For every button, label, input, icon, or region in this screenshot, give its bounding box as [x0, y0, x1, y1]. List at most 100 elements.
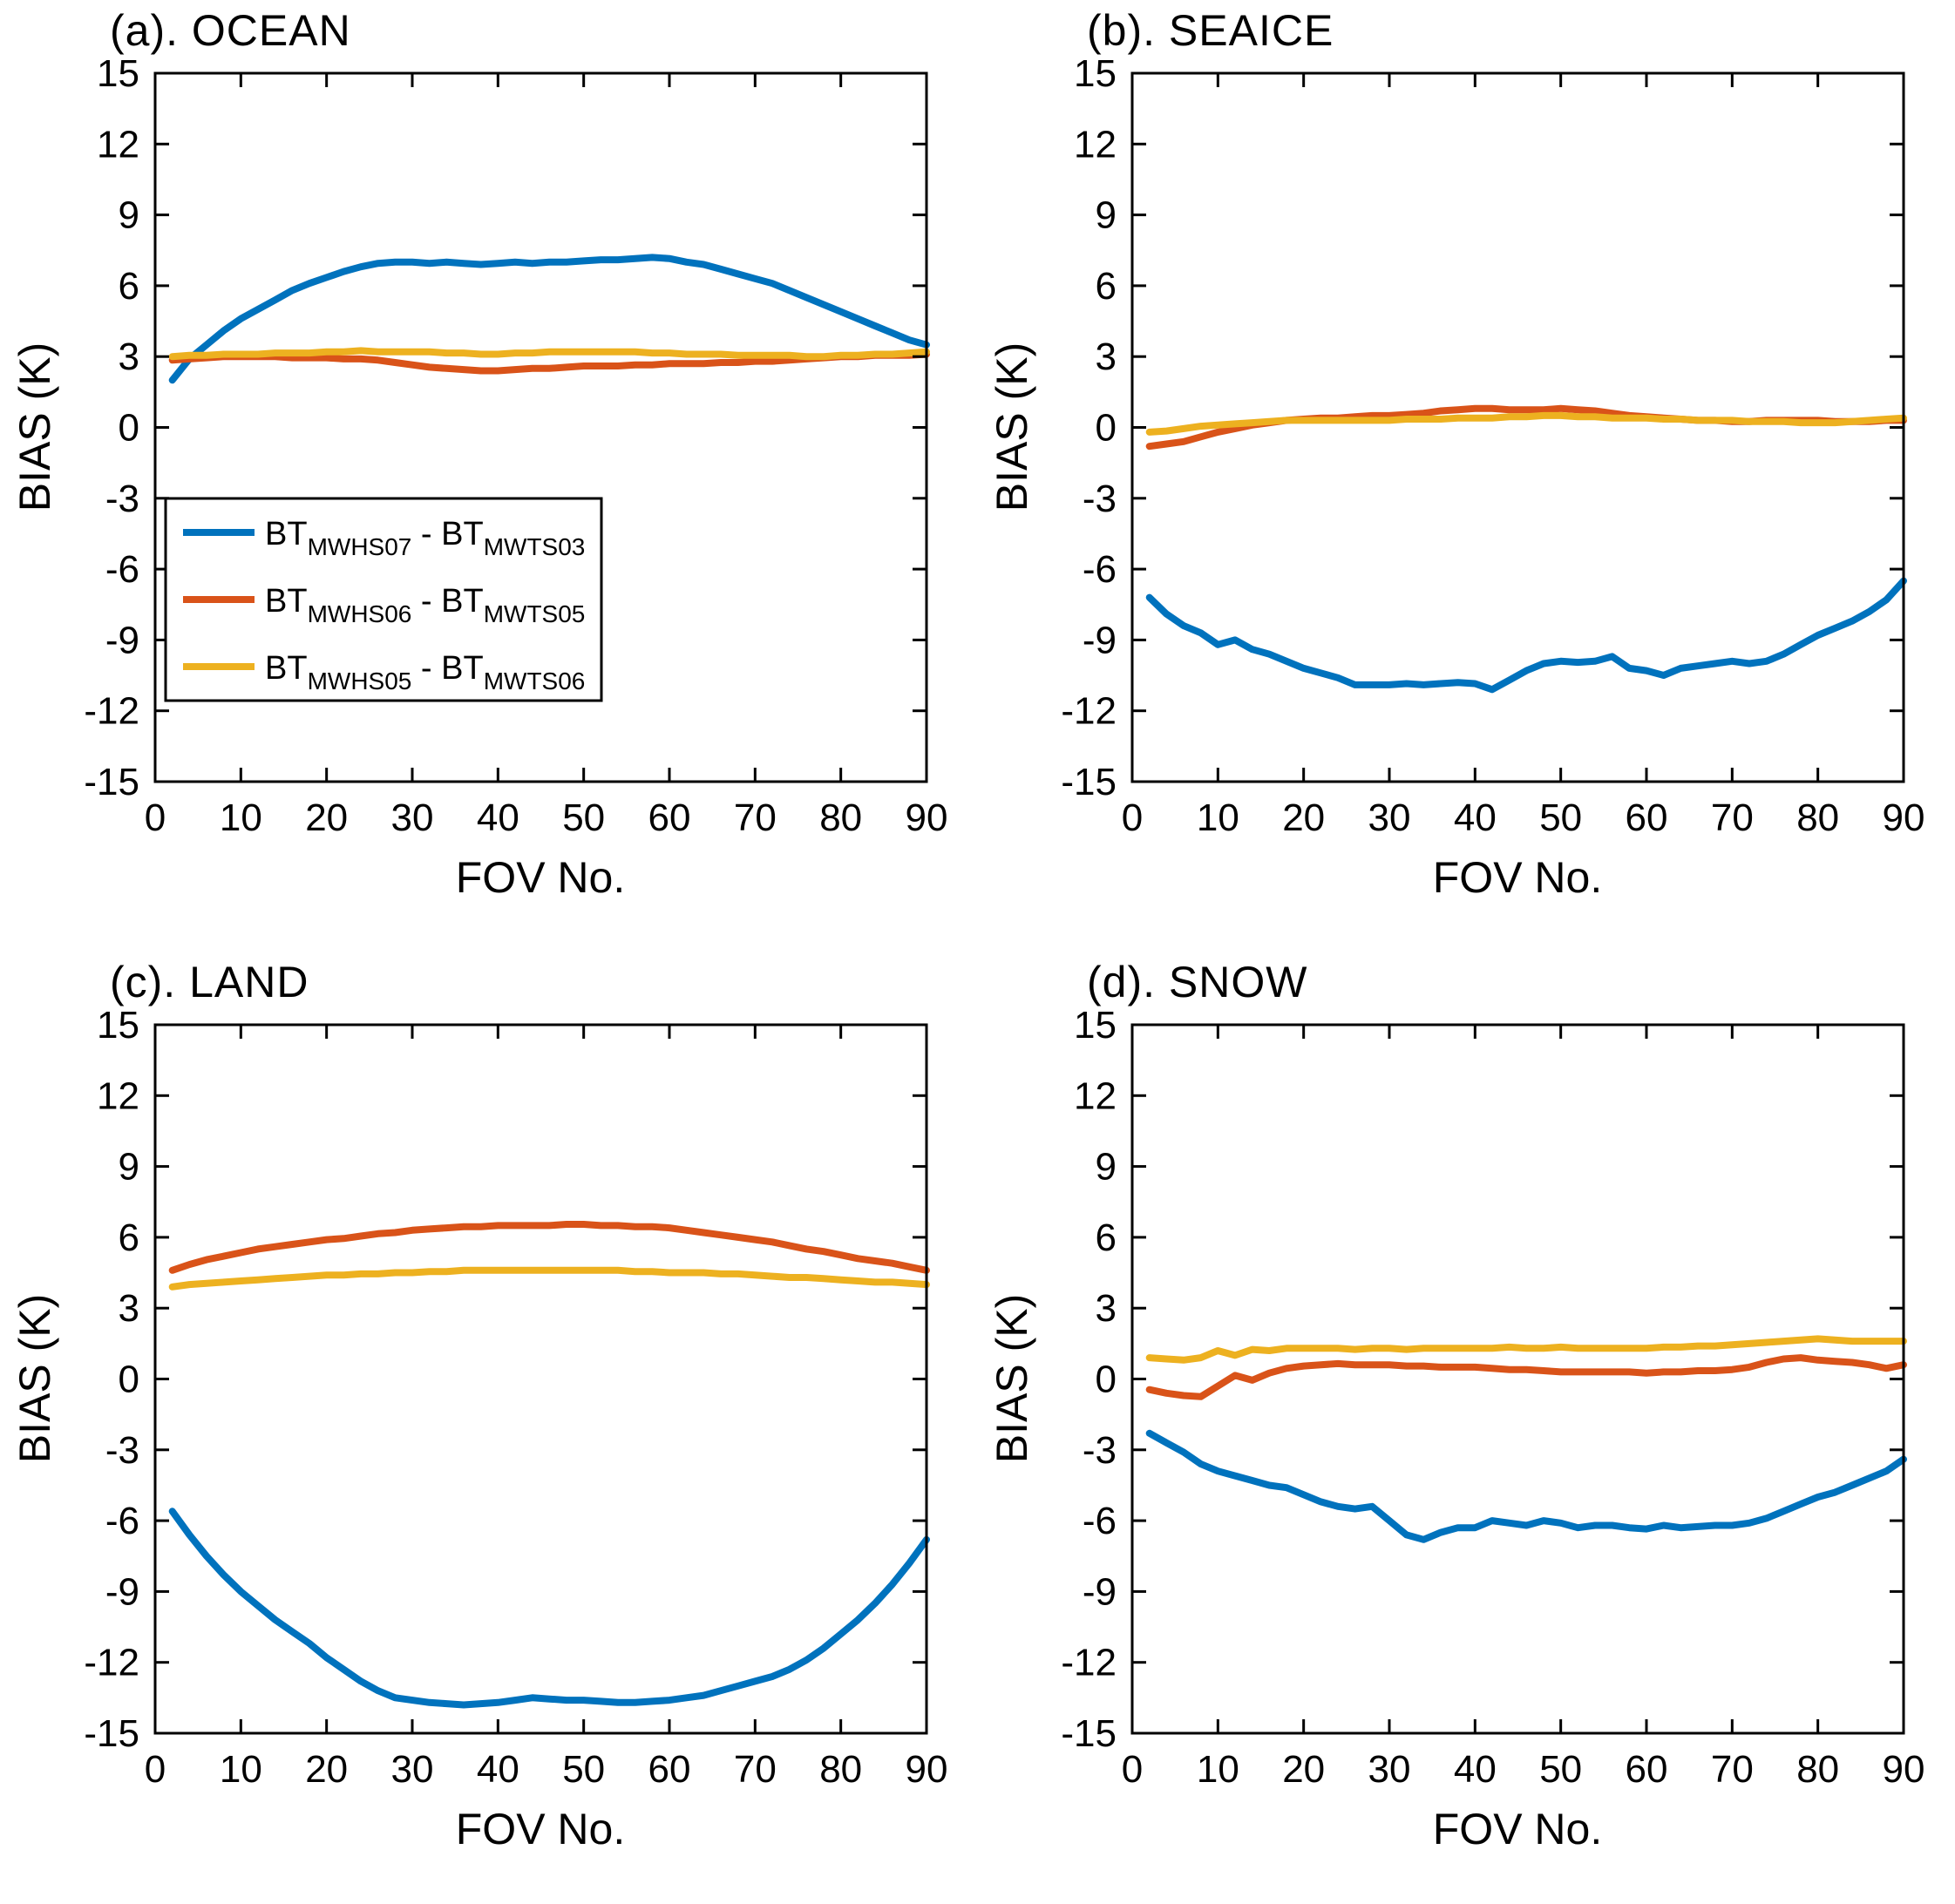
x-axis-label: FOV No. — [1432, 853, 1603, 902]
y-tick-label: -3 — [1083, 1429, 1117, 1472]
y-tick-label: 9 — [119, 194, 139, 237]
y-axis-label: BIAS (K) — [988, 342, 1036, 512]
y-tick-label: 9 — [1096, 1146, 1117, 1189]
series-line — [168, 347, 930, 361]
y-tick-label: 0 — [119, 1359, 139, 1401]
x-axis-label: FOV No. — [455, 1805, 626, 1853]
x-tick-label: 10 — [220, 796, 262, 839]
y-tick-label: -9 — [105, 1570, 139, 1613]
y-tick-label: 3 — [119, 335, 139, 378]
legend-label: BTMWHS06 - BTMWTS05 — [265, 583, 585, 627]
y-tick-label: -12 — [84, 690, 139, 733]
x-tick-label: 20 — [1282, 796, 1325, 839]
axes-box — [1130, 1023, 1905, 1735]
x-tick-label: 50 — [1539, 1748, 1582, 1791]
x-tick-label: 20 — [1282, 1748, 1325, 1791]
y-tick-label: -15 — [1061, 1712, 1117, 1755]
x-tick-label: 20 — [305, 796, 348, 839]
series-line — [168, 1221, 930, 1274]
y-axis-label: BIAS (K) — [988, 1293, 1036, 1464]
plot-background — [1132, 73, 1904, 782]
x-tick-label: 40 — [477, 1748, 519, 1791]
y-tick-label: 15 — [97, 52, 139, 95]
y-tick-label: -9 — [1083, 1570, 1117, 1613]
x-axis-label: FOV No. — [1432, 1805, 1603, 1853]
x-tick-label: 50 — [562, 796, 605, 839]
axes-box — [153, 71, 928, 783]
y-tick-label: -3 — [105, 478, 139, 520]
y-tick-label: 0 — [119, 407, 139, 450]
chart-area-snow: 0 10 20 30 40 50 60 70 80 90 -15 -12 -9 -6 -3 0 3 6 9 12 15 — [977, 952, 1954, 1903]
y-tick-label: 15 — [1074, 1004, 1117, 1047]
x-tick-label: 30 — [1368, 1748, 1411, 1791]
x-tick-label: 10 — [1197, 796, 1239, 839]
axes-box — [1130, 71, 1905, 783]
y-tick-label: -6 — [1083, 1500, 1117, 1542]
x-tick-label: 60 — [648, 1748, 691, 1791]
y-tick-label: -9 — [105, 619, 139, 661]
x-tick-label: 40 — [477, 796, 519, 839]
x-tick-label: 10 — [1197, 1748, 1239, 1791]
y-tick-label: 9 — [119, 1146, 139, 1189]
panel-c-land: 0 10 20 30 40 50 60 70 80 90 -15 -12 -9 -6 -3 0 3 6 9 12 15 … — [0, 952, 977, 1904]
x-tick-label: 70 — [734, 796, 777, 839]
x-tick-label: 60 — [1626, 1748, 1668, 1791]
x-tick-label: 40 — [1454, 1748, 1497, 1791]
x-tick-label: 60 — [1626, 796, 1668, 839]
series-line — [1145, 577, 1907, 694]
y-tick-label: 12 — [97, 1074, 139, 1117]
y-tick-label: 0 — [1096, 1359, 1117, 1401]
x-tick-label: 60 — [648, 796, 691, 839]
legend-label: BTMWHS05 - BTMWTS06 — [265, 650, 585, 695]
y-tick-label: 15 — [97, 1004, 139, 1047]
x-tick-label: 80 — [1796, 796, 1839, 839]
x-tick-label: 90 — [906, 1748, 948, 1791]
series-line — [1145, 1354, 1907, 1400]
chart-title-ocean: (a). OCEAN — [110, 6, 351, 55]
y-tick-label: 15 — [1074, 52, 1117, 95]
x-tick-label: 40 — [1454, 796, 1497, 839]
x-tick-label: 70 — [1711, 1748, 1754, 1791]
y-tick-label: 6 — [1096, 265, 1117, 308]
series-line — [168, 254, 930, 384]
y-tick-label: -15 — [1061, 761, 1117, 803]
x-tick-label: 30 — [391, 796, 434, 839]
y-tick-label: -3 — [1083, 478, 1117, 520]
y-tick-label: -12 — [84, 1642, 139, 1684]
y-tick-label: 3 — [1096, 1287, 1117, 1330]
y-tick-label: -15 — [84, 1712, 139, 1755]
x-tick-label: 90 — [1883, 1748, 1925, 1791]
x-tick-label: 10 — [220, 1748, 262, 1791]
chart-svg-d: 0 10 20 30 40 50 60 70 80 90 -15 -12 -9 -6 -3 0 3 6 9 12 15 — [1061, 1004, 1925, 1791]
chart-area-ocean: 0 10 20 30 40 50 60 70 80 90 -15 -12 -9 -6 -3 0 3 6 9 12 15 B… — [0, 0, 977, 952]
y-tick-label: 12 — [97, 123, 139, 166]
y-axis-label: BIAS (K) — [10, 1293, 59, 1464]
y-tick-label: 6 — [119, 1216, 139, 1259]
y-tick-label: -6 — [105, 548, 139, 591]
y-tick-label: -6 — [1083, 548, 1117, 591]
y-tick-label: 6 — [1096, 1216, 1117, 1259]
x-tick-label: 20 — [305, 1748, 348, 1791]
y-tick-label: -6 — [105, 1500, 139, 1542]
y-tick-label: 12 — [1074, 1074, 1117, 1117]
series-line — [168, 1266, 930, 1291]
y-tick-label: -3 — [105, 1429, 139, 1472]
x-tick-label: 30 — [1368, 796, 1411, 839]
panel-d-snow: 0 10 20 30 40 50 60 70 80 90 -15 -12 -9 -6 -3 0 3 6 9 12 15 … — [977, 952, 1955, 1904]
chart-svg-b: 0 10 20 30 40 50 60 70 80 90 -15 -12 -9 -6 -3 0 3 6 9 12 15 — [1061, 52, 1924, 839]
y-tick-label: 9 — [1096, 194, 1117, 237]
x-tick-label: 0 — [145, 1748, 166, 1791]
panel-a-ocean: 0 10 20 30 40 50 60 70 80 90 -15 -12 -9 -6 -3 0 3 6 9 12 15 B… — [0, 0, 977, 952]
y-tick-label: 0 — [1096, 407, 1117, 450]
x-tick-label: 50 — [1539, 796, 1582, 839]
x-tick-label: 50 — [562, 1748, 605, 1791]
y-tick-label: 3 — [1096, 335, 1117, 378]
series-line — [168, 1508, 930, 1709]
y-tick-label: -15 — [84, 761, 139, 803]
chart-title-land: (c). LAND — [110, 958, 309, 1006]
x-tick-label: 0 — [1122, 796, 1143, 839]
series-line — [1145, 1335, 1907, 1364]
y-tick-label: -12 — [1061, 690, 1117, 733]
x-tick-label: 80 — [819, 1748, 862, 1791]
